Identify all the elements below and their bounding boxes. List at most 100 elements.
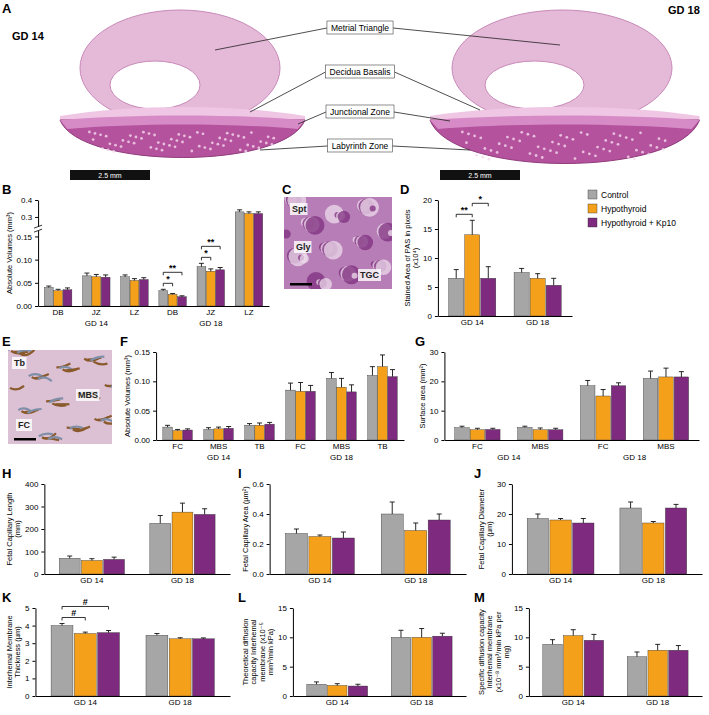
- x-axis-line: [438, 316, 572, 317]
- micrograph-texture: [55, 403, 69, 405]
- y-tick: 0.10: [17, 256, 39, 265]
- region-label: Labyrinth Zone: [332, 141, 389, 151]
- bar: [63, 290, 72, 306]
- y-axis: 0102030: [497, 480, 512, 579]
- micrograph-scale-bar: [14, 438, 36, 441]
- error-bar: [676, 646, 681, 651]
- bar: [548, 430, 562, 440]
- bar: [337, 387, 346, 440]
- bar: [669, 650, 688, 696]
- error-bar: [581, 519, 586, 524]
- bar: [643, 523, 664, 574]
- bar: [307, 684, 326, 696]
- error-bar: [206, 428, 211, 430]
- error-bar: [175, 429, 180, 430]
- y-tick: 15: [278, 604, 293, 613]
- x-tick-label: GD 18: [642, 576, 666, 585]
- bar: [486, 429, 500, 440]
- error-bar: [208, 269, 213, 271]
- x-tick-label: JZ: [92, 308, 101, 317]
- tissue-texture: [168, 144, 171, 147]
- tissue-texture: [231, 133, 234, 136]
- x-axis: GD 14GD 18: [438, 317, 572, 327]
- y-tick: 10: [278, 633, 293, 642]
- tissue-texture: [627, 156, 630, 159]
- y-tick-mark: [509, 544, 512, 545]
- y-tick-label: 5: [282, 663, 287, 672]
- bar: [169, 639, 191, 696]
- tissue-texture: [543, 147, 546, 150]
- micrograph-label: Gly: [296, 242, 311, 252]
- y-tick-label: 200: [25, 525, 39, 534]
- bar: [44, 287, 53, 306]
- error-bar: [308, 385, 313, 391]
- tissue-texture: [265, 142, 268, 145]
- tissue-texture: [633, 157, 636, 160]
- bar: [121, 277, 130, 306]
- x-axis-line: [529, 696, 702, 697]
- bar: [285, 534, 307, 575]
- y-axis-title: Absolute Volumes (mm³): [5, 211, 14, 294]
- tissue-texture: [572, 138, 575, 141]
- tissue-texture: [239, 148, 242, 151]
- error-bar: [201, 637, 206, 639]
- region-label: Decidua Basalis: [330, 67, 391, 77]
- bar: [214, 429, 223, 440]
- tissue-texture: [243, 136, 246, 139]
- y-axis-title: Surface area (mm²): [418, 363, 427, 429]
- micrograph-texture: [66, 368, 80, 370]
- error-bar: [267, 422, 272, 424]
- bar: [465, 235, 480, 316]
- tissue-texture: [604, 139, 607, 142]
- bar: [627, 657, 646, 696]
- significance-label: *: [166, 274, 170, 284]
- y-tick-label: 20: [497, 510, 506, 519]
- error-bar: [216, 427, 221, 429]
- bar: [173, 431, 182, 440]
- micrograph-texture: [300, 254, 309, 263]
- x-tick: MBS: [210, 442, 227, 451]
- y-axis-line: [293, 609, 294, 697]
- legend-swatch: [588, 218, 597, 227]
- plot-area: [543, 630, 688, 696]
- leader-line: [393, 28, 560, 45]
- tissue-texture: [133, 142, 136, 145]
- label-box: [326, 65, 395, 78]
- bar: [674, 377, 688, 440]
- x-tick-label: FC: [472, 442, 483, 451]
- tissue-texture: [518, 140, 521, 143]
- tissue-texture: [267, 135, 270, 138]
- micrograph-texture: [38, 377, 52, 381]
- error-bar: [132, 279, 137, 281]
- tissue-texture: [244, 150, 247, 153]
- y-tick: 10: [423, 254, 438, 263]
- leader-line: [394, 112, 450, 121]
- x-axis-line: [36, 696, 231, 697]
- legend-swatch: [588, 204, 597, 213]
- x-tick-label: MBS: [657, 442, 674, 451]
- error-bar: [460, 426, 465, 427]
- y-tick-label: 0.10: [17, 256, 33, 265]
- x-tick: GD 14: [308, 576, 332, 585]
- tissue-texture: [529, 152, 532, 155]
- y-tick: 20: [430, 377, 445, 386]
- region-label: Metrial Triangle: [331, 23, 389, 33]
- micrograph-texture: [388, 230, 392, 236]
- tissue-texture: [92, 138, 95, 141]
- x-tick: GD 18: [526, 318, 550, 327]
- y-axis-line: [270, 485, 271, 575]
- tissue-texture: [473, 135, 476, 138]
- error-bar: [89, 559, 94, 561]
- x-axis: GD 14GD 18: [529, 697, 702, 707]
- y-tick: 30: [497, 480, 512, 489]
- y-tick: 0: [25, 692, 35, 701]
- tissue-texture: [153, 134, 156, 137]
- tissue-texture: [203, 146, 206, 149]
- y-tick-mark: [509, 574, 512, 575]
- error-bar: [535, 514, 540, 519]
- bar: [391, 637, 410, 696]
- micrograph-texture: [48, 437, 62, 439]
- y-tick: 0.00: [17, 302, 39, 311]
- error-bar: [470, 220, 475, 235]
- tissue-texture: [488, 158, 491, 161]
